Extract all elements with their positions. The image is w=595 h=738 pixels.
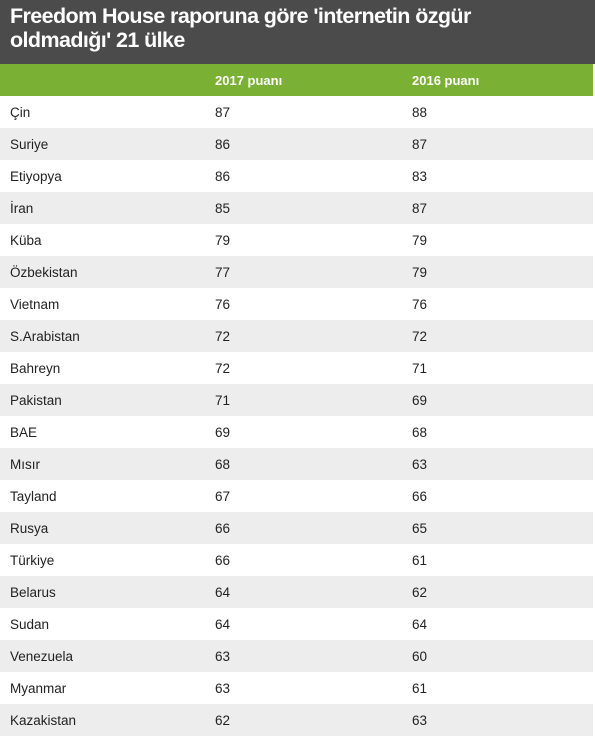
country-cell: Etiyopya	[10, 168, 62, 184]
score-2017-cell: 72	[215, 360, 231, 376]
table-row: Mısır 68 63	[0, 448, 593, 480]
score-2016-cell: 76	[412, 296, 428, 312]
table-row: Tayland 67 66	[0, 480, 593, 512]
table-row: Pakistan 71 69	[0, 384, 593, 416]
score-2017-cell: 66	[215, 520, 231, 536]
table-row: BAE 69 68	[0, 416, 593, 448]
country-cell: Belarus	[10, 584, 56, 600]
score-2016-cell: 79	[412, 264, 428, 280]
scores-table: 2017 puanı 2016 puanı Çin 87 88 Suriye 8…	[0, 64, 593, 736]
table-row: S.Arabistan 72 72	[0, 320, 593, 352]
score-2017-cell: 86	[215, 136, 231, 152]
table-row: Sudan 64 64	[0, 608, 593, 640]
score-2016-cell: 72	[412, 328, 428, 344]
score-2016-cell: 61	[412, 680, 428, 696]
score-2017-cell: 76	[215, 296, 231, 312]
score-2017-cell: 77	[215, 264, 231, 280]
score-2017-cell: 63	[215, 680, 231, 696]
page-title: Freedom House raporuna göre 'internetin …	[0, 0, 595, 64]
table-row: Kazakistan 62 63	[0, 704, 593, 736]
score-2016-cell: 71	[412, 360, 428, 376]
score-2016-cell: 64	[412, 616, 428, 632]
table-row: Myanmar 63 61	[0, 672, 593, 704]
score-2017-cell: 85	[215, 200, 231, 216]
score-2017-cell: 68	[215, 456, 231, 472]
table-row: İran 85 87	[0, 192, 593, 224]
table-row: Küba 79 79	[0, 224, 593, 256]
table-row: Etiyopya 86 83	[0, 160, 593, 192]
score-2016-cell: 79	[412, 232, 428, 248]
score-2016-cell: 63	[412, 712, 428, 728]
table-row: Rusya 66 65	[0, 512, 593, 544]
score-2017-cell: 64	[215, 584, 231, 600]
table-row: Vietnam 76 76	[0, 288, 593, 320]
country-cell: BAE	[10, 424, 38, 440]
table-row: Belarus 64 62	[0, 576, 593, 608]
country-cell: Tayland	[10, 488, 57, 504]
country-cell: Sudan	[10, 616, 50, 632]
country-cell: Vietnam	[10, 296, 60, 312]
table-header-row: 2017 puanı 2016 puanı	[0, 64, 593, 96]
table-row: Suriye 86 87	[0, 128, 593, 160]
country-cell: Kazakistan	[10, 712, 77, 728]
country-cell: Mısır	[10, 456, 40, 472]
country-cell: Rusya	[10, 520, 49, 536]
score-2016-cell: 62	[412, 584, 428, 600]
page-title-line-2: oldmadığı' 21 ülke	[10, 28, 185, 52]
score-2016-cell: 88	[412, 104, 428, 120]
table-row: Türkiye 66 61	[0, 544, 593, 576]
header-2017-score: 2017 puanı	[215, 72, 283, 88]
score-2016-cell: 83	[412, 168, 428, 184]
score-2016-cell: 68	[412, 424, 428, 440]
country-cell: Türkiye	[10, 552, 55, 568]
country-cell: S.Arabistan	[10, 328, 80, 344]
header-country	[0, 64, 215, 96]
country-cell: Çin	[10, 104, 31, 120]
country-cell: Pakistan	[10, 392, 62, 408]
table-row: Bahreyn 72 71	[0, 352, 593, 384]
country-cell: Suriye	[10, 136, 49, 152]
score-2017-cell: 69	[215, 424, 231, 440]
country-cell: Myanmar	[10, 680, 67, 696]
score-2016-cell: 63	[412, 456, 428, 472]
page-title-line-1: Freedom House raporuna göre 'internetin …	[10, 4, 471, 28]
score-2017-cell: 67	[215, 488, 231, 504]
country-cell: Venezuela	[10, 648, 74, 664]
score-2016-cell: 66	[412, 488, 428, 504]
country-cell: Küba	[10, 232, 42, 248]
score-2017-cell: 63	[215, 648, 231, 664]
table-row: Özbekistan 77 79	[0, 256, 593, 288]
score-2017-cell: 86	[215, 168, 231, 184]
score-2016-cell: 87	[412, 136, 428, 152]
score-2017-cell: 64	[215, 616, 231, 632]
score-2016-cell: 69	[412, 392, 428, 408]
country-cell: Bahreyn	[10, 360, 61, 376]
score-2017-cell: 66	[215, 552, 231, 568]
score-2016-cell: 65	[412, 520, 428, 536]
score-2017-cell: 72	[215, 328, 231, 344]
table-row: Venezuela 63 60	[0, 640, 593, 672]
score-2017-cell: 62	[215, 712, 231, 728]
score-2017-cell: 79	[215, 232, 231, 248]
country-cell: İran	[10, 200, 34, 216]
score-2016-cell: 87	[412, 200, 428, 216]
header-2016-score: 2016 puanı	[412, 72, 480, 88]
score-2017-cell: 87	[215, 104, 231, 120]
score-2016-cell: 61	[412, 552, 428, 568]
country-cell: Özbekistan	[10, 264, 78, 280]
table-row: Çin 87 88	[0, 96, 593, 128]
score-2017-cell: 71	[215, 392, 231, 408]
score-2016-cell: 60	[412, 648, 428, 664]
